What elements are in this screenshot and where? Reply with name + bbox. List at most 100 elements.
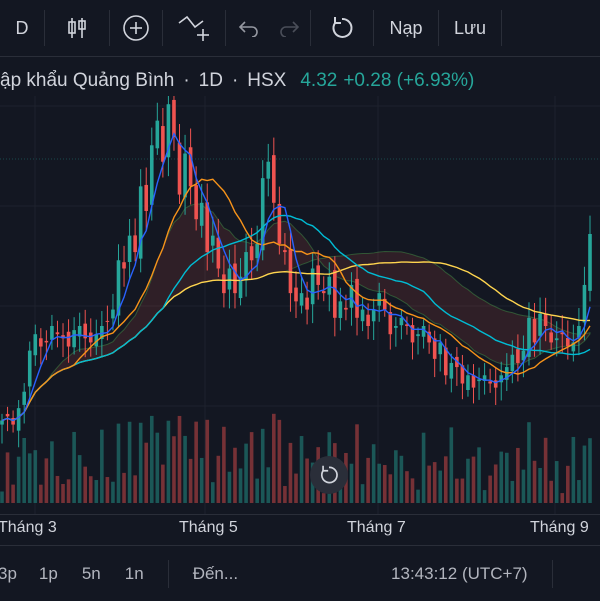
volume-bar	[371, 444, 376, 503]
undo-icon[interactable]	[226, 0, 270, 56]
reset-icon[interactable]	[311, 0, 373, 56]
candle-body	[432, 338, 437, 359]
bottom-toolbar: 3p 1p 5n 1n Đến... 13:43:12 (UTC+7)	[0, 545, 600, 601]
volume-bar	[499, 451, 504, 503]
candle-body	[188, 147, 193, 187]
candle-body	[382, 298, 387, 310]
volume-bar	[105, 477, 110, 503]
candle-body	[283, 250, 287, 253]
reset-chart-button[interactable]	[310, 456, 348, 494]
volume-bar	[421, 432, 426, 503]
candle-body	[366, 314, 370, 326]
candle-body	[194, 185, 198, 220]
volume-bar	[50, 441, 54, 503]
candle-body	[305, 297, 309, 310]
price-change: +0.28 (+6.93%)	[343, 70, 475, 91]
volume-bar	[216, 455, 221, 503]
range-button[interactable]: 3p	[0, 563, 17, 583]
volume-bar	[66, 479, 71, 503]
candle-body	[216, 237, 221, 269]
candle-body	[11, 418, 15, 425]
candle-body	[199, 202, 204, 226]
volume-bar	[388, 474, 393, 503]
candle-body	[149, 145, 154, 205]
volume-bar	[355, 424, 359, 503]
add-indicator-icon[interactable]	[110, 0, 162, 56]
symbol-name[interactable]: ập khẩu Quảng Bình	[0, 70, 175, 91]
volume-bar	[138, 422, 143, 503]
volume-bar	[582, 445, 587, 503]
volume-bar	[394, 450, 398, 503]
volume-bar	[55, 475, 60, 503]
compare-icon[interactable]	[163, 0, 225, 56]
volume-bar	[510, 480, 515, 503]
candle-body	[277, 203, 282, 244]
toolbar-divider	[373, 10, 374, 46]
volume-bar	[521, 469, 526, 503]
save-button[interactable]: Lưu	[439, 0, 501, 56]
load-button[interactable]: Nạp	[374, 0, 438, 56]
save-label: Lưu	[453, 17, 487, 38]
volume-bar	[488, 475, 492, 503]
volume-bar	[294, 473, 298, 503]
volume-bar	[33, 450, 38, 503]
candle-body	[227, 268, 232, 290]
candle-body	[116, 260, 121, 316]
candle-body	[66, 331, 71, 347]
candle-body	[543, 314, 548, 326]
candle-body	[100, 326, 104, 340]
candle-body	[466, 375, 470, 391]
range-button[interactable]: 5n	[81, 563, 101, 583]
candle-body	[299, 293, 304, 306]
volume-bar	[260, 428, 265, 503]
candle-body	[532, 318, 537, 343]
candle-body	[443, 347, 448, 376]
redo-icon[interactable]	[270, 0, 310, 56]
volume-bar	[466, 458, 470, 503]
price-chart[interactable]	[0, 96, 600, 514]
symbol-exchange: HSX	[247, 70, 287, 91]
toolbar-divider	[310, 10, 311, 46]
volume-bar	[88, 476, 93, 503]
volume-bar	[477, 447, 481, 503]
volume-bar	[543, 437, 548, 503]
candle-body	[111, 309, 115, 319]
candle-body	[222, 274, 226, 294]
candle-body	[83, 323, 88, 339]
candle-body	[499, 375, 504, 383]
goto-date-button[interactable]: Đến...	[192, 563, 239, 583]
candle-body	[405, 324, 409, 326]
last-price: 4.32	[300, 70, 338, 91]
candle-body	[44, 340, 49, 343]
interval-button[interactable]: D	[0, 0, 44, 56]
volume-bar	[5, 452, 10, 503]
ma-mid-line	[1, 178, 591, 422]
volume-bar	[39, 484, 43, 503]
volume-bar	[244, 443, 248, 503]
range-button[interactable]: 1n	[124, 563, 144, 583]
time-axis-label: Tháng 5	[179, 519, 238, 536]
range-button[interactable]: 1p	[38, 563, 58, 583]
volume-bar	[299, 436, 304, 503]
volume-bar	[504, 452, 509, 503]
candle-body	[138, 186, 143, 259]
volume-bar	[438, 470, 443, 503]
toolbar-divider	[162, 10, 163, 46]
moving-averages	[1, 132, 591, 422]
candle-body	[105, 320, 110, 322]
symbol-legend: ập khẩu Quảng Bình · 1D · HSX 4.32 +0.28…	[0, 66, 474, 96]
candle-body	[482, 375, 487, 381]
candle-body	[377, 293, 382, 306]
volume-bar	[360, 484, 365, 503]
candles-icon[interactable]	[45, 0, 109, 56]
top-toolbar: D Nạp Lưu	[0, 0, 600, 57]
volume-bar	[249, 432, 254, 503]
clock[interactable]: 13:43:12 (UTC+7)	[391, 563, 528, 583]
volume-bar	[255, 478, 259, 503]
candle-body	[266, 161, 271, 179]
volume-bar	[72, 431, 76, 503]
toolbar-divider	[167, 559, 169, 588]
candle-body	[50, 326, 54, 340]
ma-long-line	[1, 214, 591, 422]
candle-body	[488, 381, 492, 384]
